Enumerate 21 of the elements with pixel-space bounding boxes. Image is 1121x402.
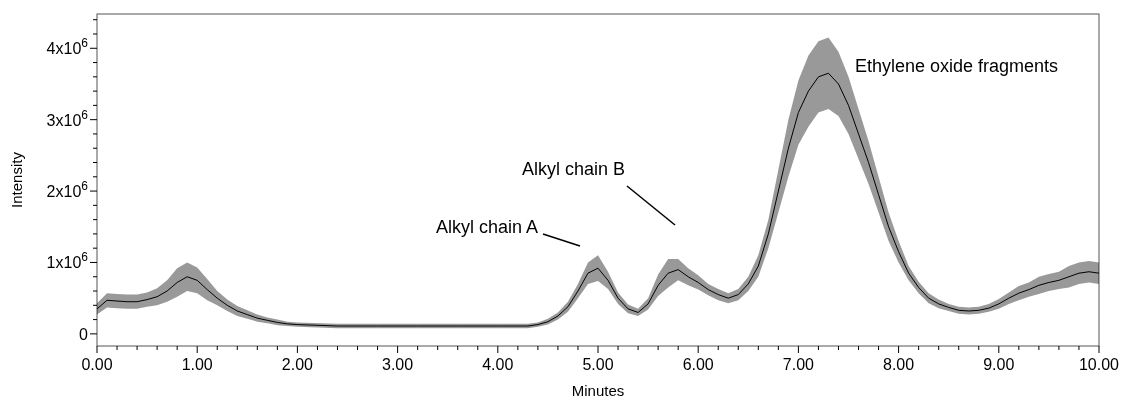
x-tick-label: 10.00 xyxy=(1078,356,1120,373)
x-tick-label: 1.00 xyxy=(181,356,213,373)
y-tick-label: 3x10$^{6}$ xyxy=(46,107,89,129)
x-tick-label: 0.00 xyxy=(81,356,113,373)
y-tick-label: 2x10$^{6}$ xyxy=(46,179,89,201)
annotation: Ethylene oxide fragments xyxy=(855,56,1059,76)
y-tick-label: 1x10$^{6}$ xyxy=(46,250,89,272)
x-tick-label: 9.00 xyxy=(983,356,1015,373)
x-tick-label: 3.00 xyxy=(382,356,414,373)
annotation: Alkyl chain B xyxy=(521,159,625,179)
x-tick-label: 5.00 xyxy=(582,356,614,373)
x-tick-label: 4.00 xyxy=(482,356,514,373)
x-tick-label: 6.00 xyxy=(682,356,714,373)
y-tick-label: 4x10$^{6}$ xyxy=(46,36,89,58)
y-tick-label: 0 xyxy=(79,325,89,343)
x-tick-label: 8.00 xyxy=(883,356,915,373)
annotation: Alkyl chain A xyxy=(435,217,538,237)
x-tick-label: 7.00 xyxy=(782,356,815,373)
x-axis-title: Minutes xyxy=(571,382,625,399)
y-axis-title: Intensity xyxy=(8,151,25,208)
x-tick-label: 2.00 xyxy=(281,356,314,373)
